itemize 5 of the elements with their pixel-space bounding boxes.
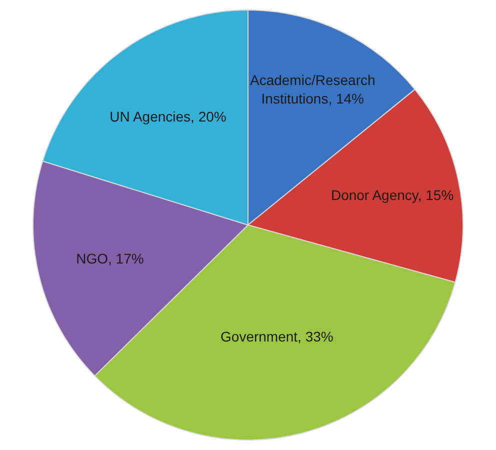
slice-label: Government, 33% [220,328,334,345]
slice-label: Donor Agency, 15% [330,186,454,203]
slice-label: Academic/Research Institutions, 14% [250,72,376,106]
slice-label: NGO, 17% [76,250,144,266]
slice-label: UN Agencies, 20% [110,108,226,124]
